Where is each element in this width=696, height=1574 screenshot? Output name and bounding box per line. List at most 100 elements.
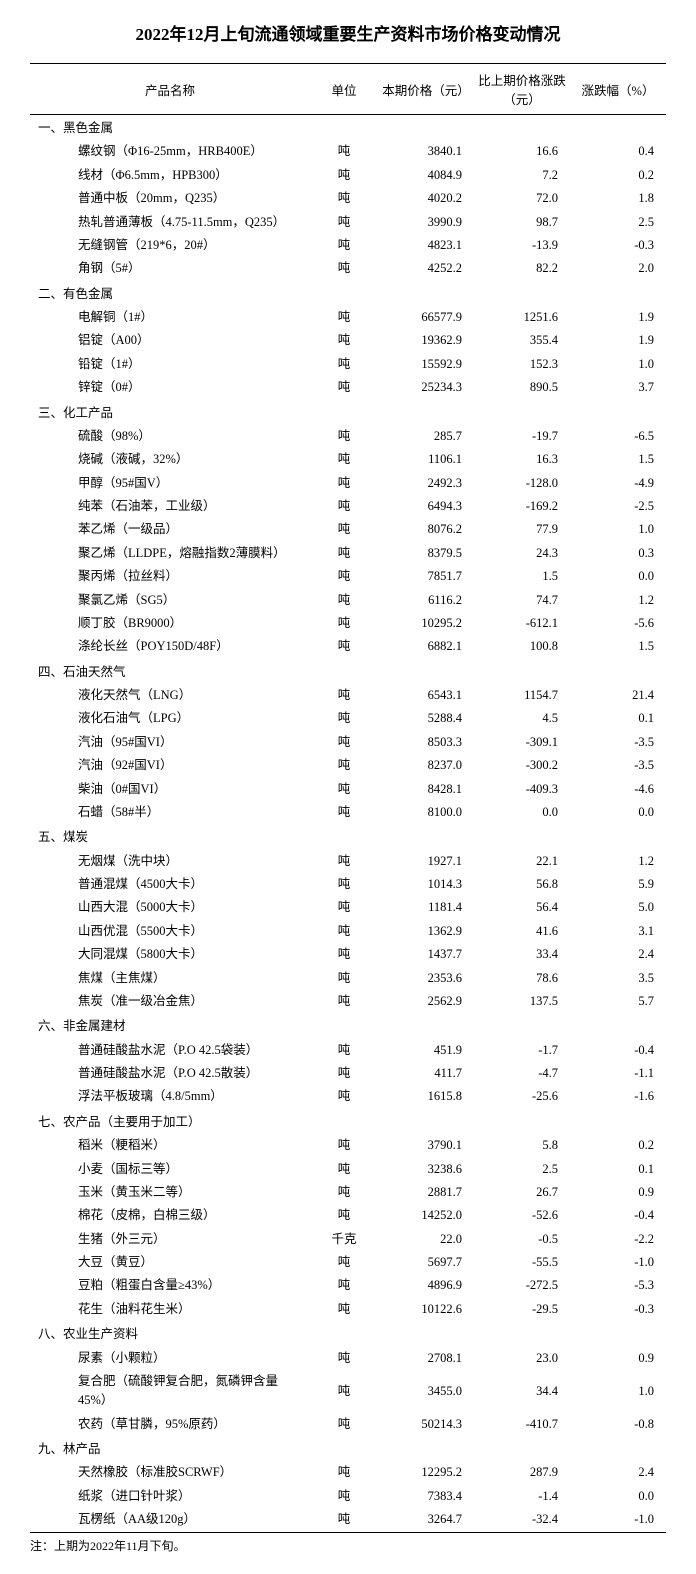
table-row: 甲醇（95#国V）吨2492.3-128.0-4.9 xyxy=(30,472,666,495)
unit: 吨 xyxy=(310,850,378,873)
pct: 5.7 xyxy=(570,990,666,1013)
category-label: 九、林产品 xyxy=(30,1436,666,1461)
table-row: 聚乙烯（LLDPE，熔融指数2薄膜料）吨8379.524.30.3 xyxy=(30,542,666,565)
change: 77.9 xyxy=(474,518,570,541)
unit: 吨 xyxy=(310,234,378,257)
category-row: 五、煤炭 xyxy=(30,824,666,849)
change: 16.3 xyxy=(474,448,570,471)
change: 34.4 xyxy=(474,1370,570,1413)
pct: -1.0 xyxy=(570,1508,666,1532)
product-name: 小麦（国标三等） xyxy=(30,1158,310,1181)
pct: 5.9 xyxy=(570,873,666,896)
pct: 3.7 xyxy=(570,376,666,399)
change: -409.3 xyxy=(474,778,570,801)
header-row: 产品名称 单位 本期价格（元） 比上期价格涨跌（元） 涨跌幅（%） xyxy=(30,64,666,115)
product-name: 焦炭（准一级冶金焦） xyxy=(30,990,310,1013)
change: 0.0 xyxy=(474,801,570,824)
pct: -0.8 xyxy=(570,1413,666,1436)
pct: 2.4 xyxy=(570,943,666,966)
change: -272.5 xyxy=(474,1274,570,1297)
change: 890.5 xyxy=(474,376,570,399)
product-name: 柴油（0#国VI） xyxy=(30,778,310,801)
pct: 3.1 xyxy=(570,920,666,943)
product-name: 聚氯乙烯（SG5） xyxy=(30,589,310,612)
change: 4.5 xyxy=(474,707,570,730)
product-name: 山西优混（5500大卡） xyxy=(30,920,310,943)
change: -52.6 xyxy=(474,1204,570,1227)
price: 50214.3 xyxy=(378,1413,474,1436)
unit: 吨 xyxy=(310,1085,378,1108)
col-name: 产品名称 xyxy=(30,64,310,115)
unit: 吨 xyxy=(310,140,378,163)
price: 19362.9 xyxy=(378,329,474,352)
unit: 吨 xyxy=(310,967,378,990)
table-row: 普通硅酸盐水泥（P.O 42.5散装）吨411.7-4.7-1.1 xyxy=(30,1062,666,1085)
unit: 吨 xyxy=(310,565,378,588)
price: 4020.2 xyxy=(378,187,474,210)
pct: -0.3 xyxy=(570,234,666,257)
price: 1106.1 xyxy=(378,448,474,471)
unit: 吨 xyxy=(310,1062,378,1085)
unit: 吨 xyxy=(310,1158,378,1181)
table-row: 锌锭（0#）吨25234.3890.53.7 xyxy=(30,376,666,399)
table-row: 玉米（黄玉米二等）吨2881.726.70.9 xyxy=(30,1181,666,1204)
pct: 0.3 xyxy=(570,542,666,565)
change: -1.4 xyxy=(474,1485,570,1508)
unit: 吨 xyxy=(310,731,378,754)
price: 25234.3 xyxy=(378,376,474,399)
product-name: 无烟煤（洗中块） xyxy=(30,850,310,873)
category-label: 八、农业生产资料 xyxy=(30,1321,666,1346)
table-row: 小麦（国标三等）吨3238.62.50.1 xyxy=(30,1158,666,1181)
change: 152.3 xyxy=(474,353,570,376)
product-name: 大豆（黄豆） xyxy=(30,1251,310,1274)
change: -55.5 xyxy=(474,1251,570,1274)
product-name: 普通混煤（4500大卡） xyxy=(30,873,310,896)
change: 56.4 xyxy=(474,896,570,919)
unit: 吨 xyxy=(310,187,378,210)
price: 22.0 xyxy=(378,1228,474,1251)
pct: 0.0 xyxy=(570,565,666,588)
product-name: 棉花（皮棉，白棉三级） xyxy=(30,1204,310,1227)
price: 4823.1 xyxy=(378,234,474,257)
category-label: 二、有色金属 xyxy=(30,281,666,306)
change: 355.4 xyxy=(474,329,570,352)
unit: 吨 xyxy=(310,1485,378,1508)
pct: 1.2 xyxy=(570,850,666,873)
pct: 0.1 xyxy=(570,707,666,730)
unit: 吨 xyxy=(310,1039,378,1062)
table-row: 尿素（小颗粒）吨2708.123.00.9 xyxy=(30,1347,666,1370)
product-name: 无缝钢管（219*6，20#） xyxy=(30,234,310,257)
change: 74.7 xyxy=(474,589,570,612)
pct: 2.4 xyxy=(570,1461,666,1484)
table-row: 普通硅酸盐水泥（P.O 42.5袋装）吨451.9-1.7-0.4 xyxy=(30,1039,666,1062)
unit: 吨 xyxy=(310,1204,378,1227)
table-row: 顺丁胶（BR9000）吨10295.2-612.1-5.6 xyxy=(30,612,666,635)
table-row: 大同混煤（5800大卡）吨1437.733.42.4 xyxy=(30,943,666,966)
pct: -4.6 xyxy=(570,778,666,801)
col-price: 本期价格（元） xyxy=(378,64,474,115)
table-row: 纯苯（石油苯，工业级）吨6494.3-169.2-2.5 xyxy=(30,495,666,518)
pct: 1.9 xyxy=(570,329,666,352)
price: 3840.1 xyxy=(378,140,474,163)
pct: 3.5 xyxy=(570,967,666,990)
unit: 吨 xyxy=(310,329,378,352)
category-row: 四、石油天然气 xyxy=(30,659,666,684)
category-label: 四、石油天然气 xyxy=(30,659,666,684)
product-name: 大同混煤（5800大卡） xyxy=(30,943,310,966)
change: -300.2 xyxy=(474,754,570,777)
table-row: 焦煤（主焦煤）吨2353.678.63.5 xyxy=(30,967,666,990)
unit: 吨 xyxy=(310,1274,378,1297)
unit: 吨 xyxy=(310,990,378,1013)
product-name: 铝锭（A00） xyxy=(30,329,310,352)
change: 7.2 xyxy=(474,164,570,187)
product-name: 山西大混（5000大卡） xyxy=(30,896,310,919)
price: 4084.9 xyxy=(378,164,474,187)
unit: 吨 xyxy=(310,518,378,541)
price: 4896.9 xyxy=(378,1274,474,1297)
product-name: 普通中板（20mm，Q235） xyxy=(30,187,310,210)
unit: 吨 xyxy=(310,448,378,471)
pct: 0.2 xyxy=(570,1134,666,1157)
table-row: 液化石油气（LPG）吨5288.44.50.1 xyxy=(30,707,666,730)
price: 2353.6 xyxy=(378,967,474,990)
pct: 1.0 xyxy=(570,1370,666,1413)
